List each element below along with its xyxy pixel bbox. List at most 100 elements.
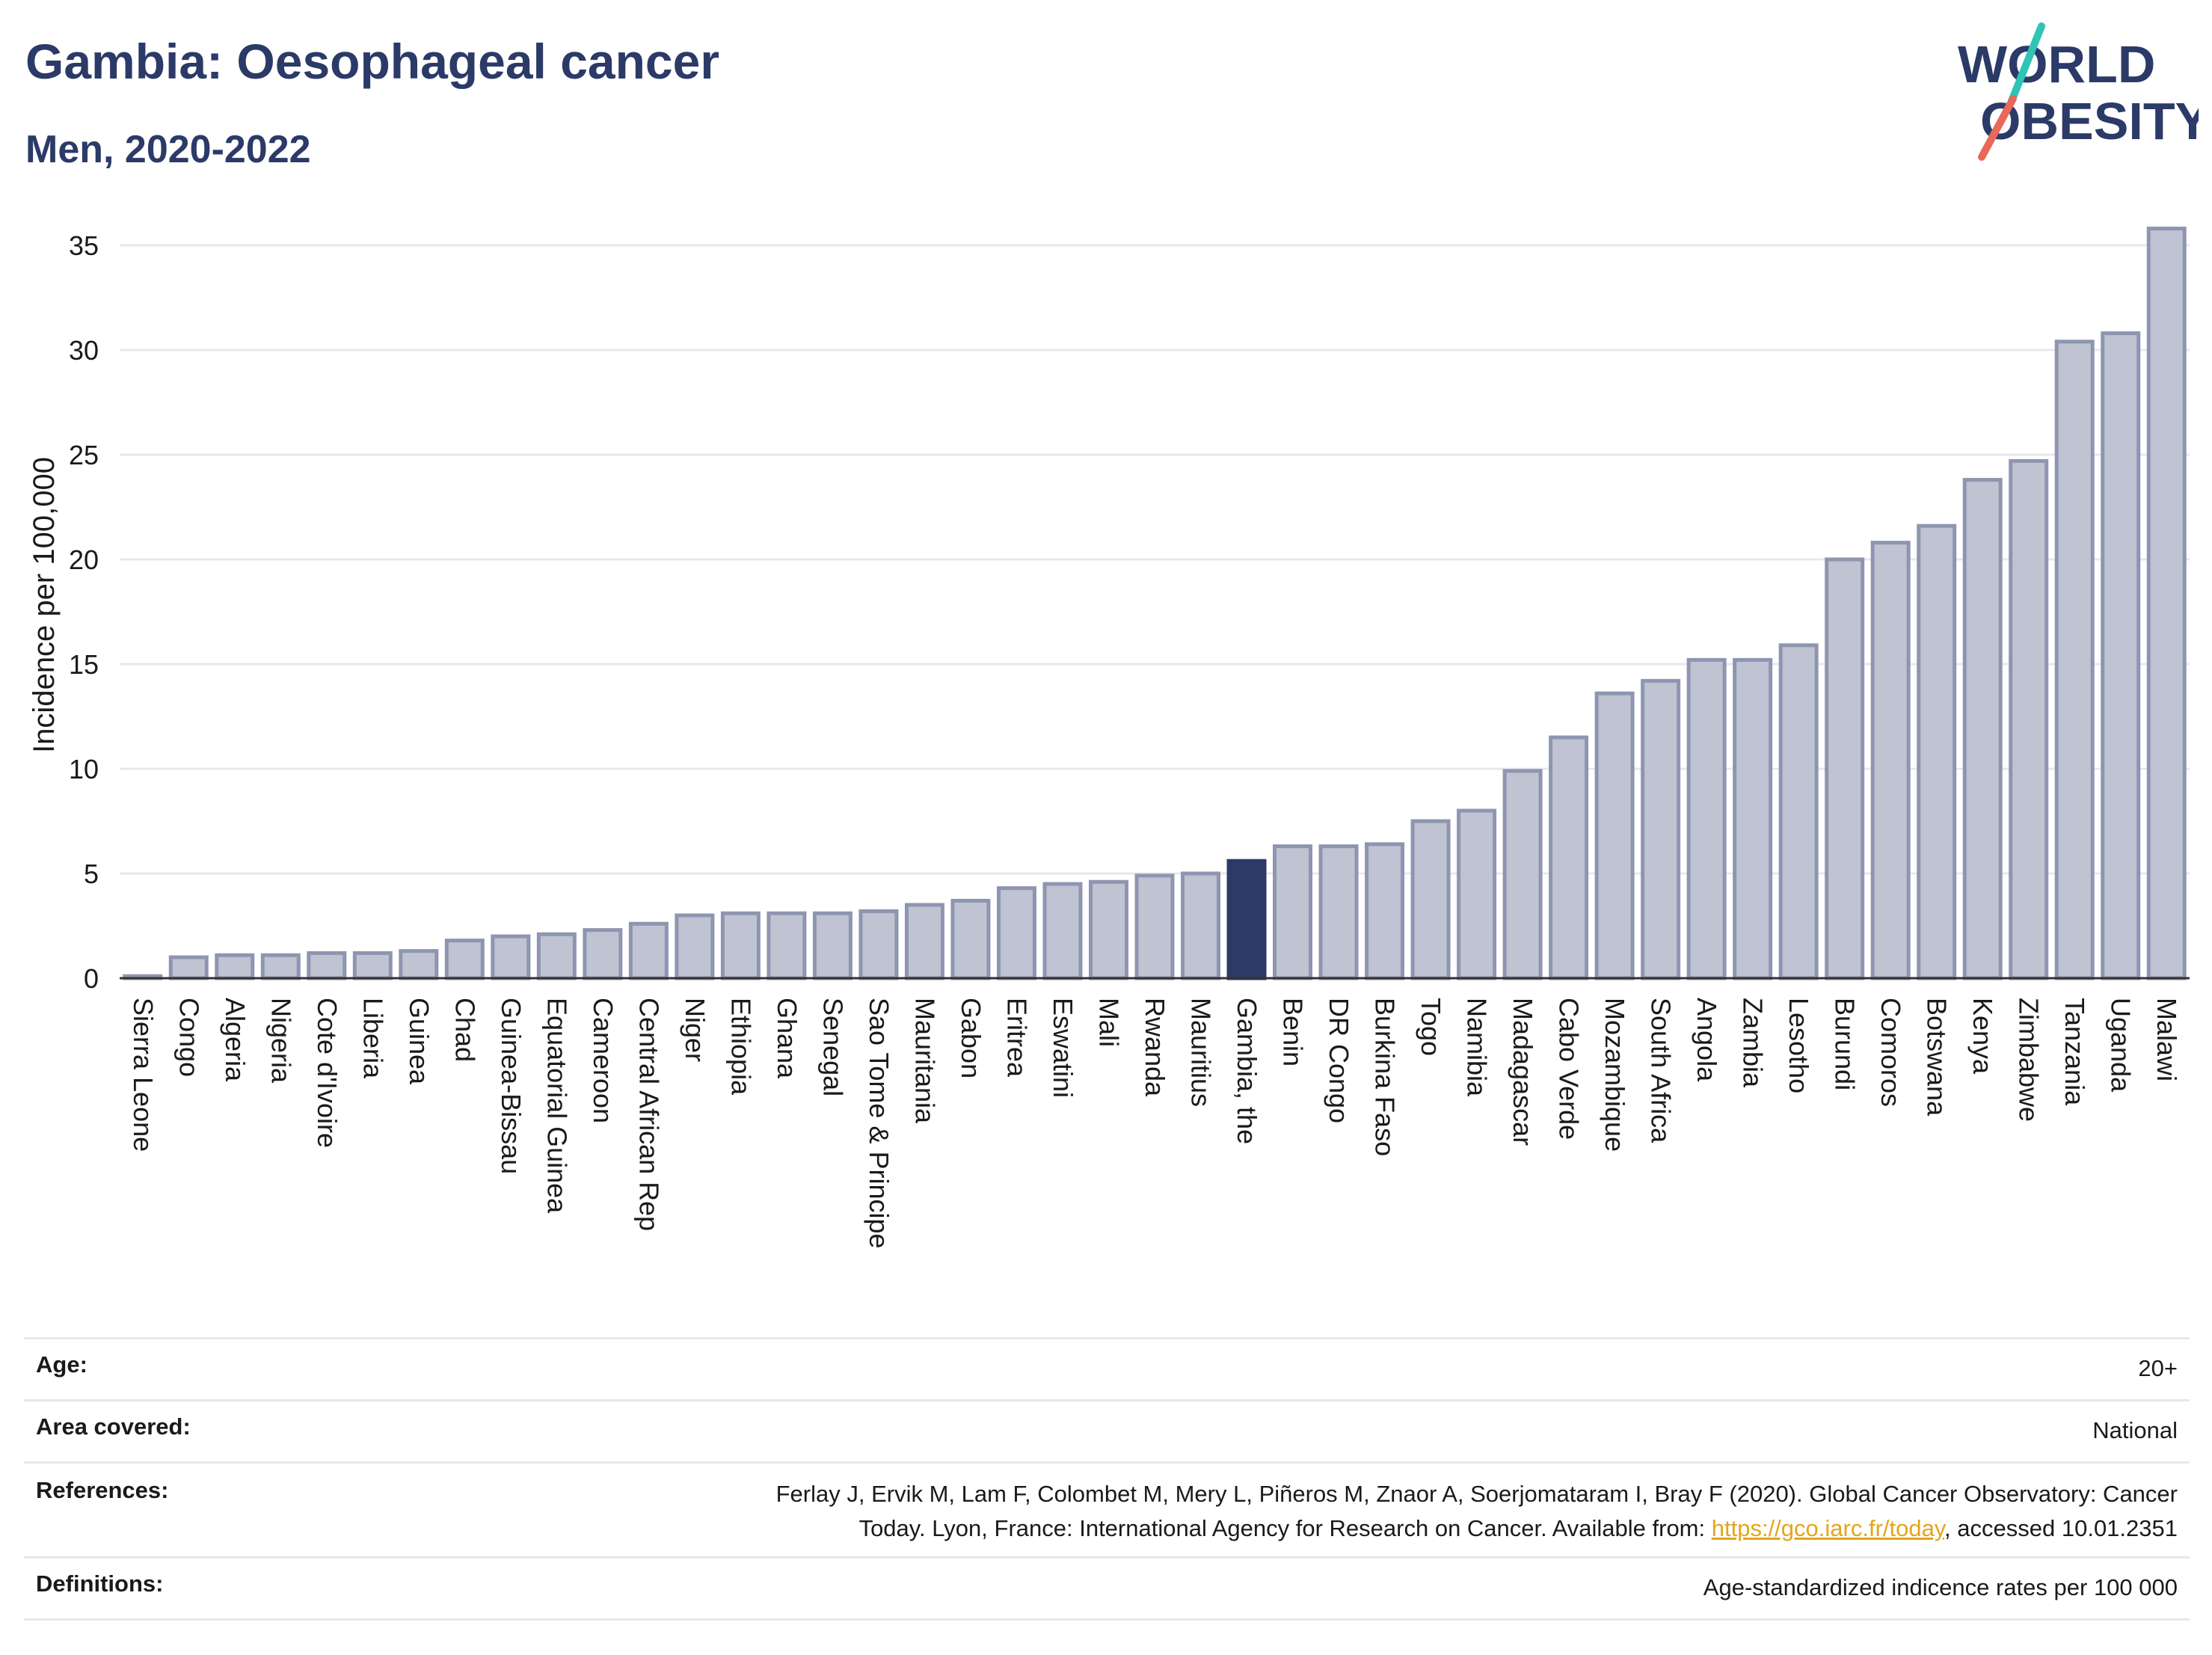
bar [766, 911, 807, 980]
bar [858, 909, 899, 980]
bar [168, 955, 209, 980]
bar [1457, 808, 1497, 980]
x-tick-label: Nigeria [265, 998, 296, 1084]
y-tick-label: 35 [69, 230, 99, 261]
bar [2101, 331, 2141, 980]
x-tick-label: Malawi [2151, 998, 2182, 1081]
x-tick-label: Tanzania [2059, 998, 2090, 1106]
x-tick-label: South Africa [1646, 998, 1677, 1143]
x-tick-label: Congo [173, 998, 204, 1077]
y-tick-label: 5 [84, 859, 99, 889]
x-tick-label: Namibia [1462, 998, 1493, 1097]
meta-row-age: Age: 20+ [24, 1337, 2190, 1399]
meta-row-definitions: Definitions: Age-standardized indicence … [24, 1556, 2190, 1621]
bar-chart: 0 5 10 15 20 25 30 35 Sierra Leone Congo Algeria N… [28, 227, 2190, 1249]
bar [628, 921, 669, 980]
bar [260, 953, 301, 980]
bar [904, 903, 944, 980]
bar [812, 911, 852, 980]
x-tick-label: Mauritius [1186, 998, 1217, 1107]
x-tick-label: Togo [1416, 998, 1446, 1056]
bar [399, 949, 439, 980]
bar [1502, 769, 1543, 980]
y-tick-label: 25 [69, 440, 99, 470]
x-tick-label: Botswana [1922, 998, 1953, 1117]
x-tick-label: Mauritania [909, 998, 940, 1124]
x-tick-label: Sierra Leone [128, 998, 159, 1152]
x-tick-label: Algeria [220, 998, 251, 1082]
bar [1410, 819, 1451, 980]
meta-label-definitions: Definitions: [36, 1570, 164, 1597]
y-axis-ticks: 0 5 10 15 20 25 30 35 [69, 230, 99, 994]
bar-highlighted [1226, 859, 1267, 980]
x-tick-label: Central African Rep [633, 998, 664, 1231]
x-tick-label: Comoros [1875, 998, 1906, 1107]
x-tick-label: Cote d'Ivoire [312, 998, 342, 1148]
x-tick-label: Senegal [817, 998, 848, 1096]
metadata-table: Age: 20+ Area covered: National Referenc… [24, 1337, 2190, 1621]
x-tick-label: DR Congo [1324, 998, 1354, 1123]
page-subtitle: Men, 2020-2022 [25, 128, 311, 171]
bar [1594, 691, 1635, 980]
bar [352, 951, 393, 980]
y-tick-label: 30 [69, 335, 99, 366]
meta-row-references: References: Ferlay J, Ervik M, Lam F, Co… [24, 1461, 2190, 1556]
x-tick-label: Guinea-Bissau [496, 998, 526, 1174]
x-tick-label: Mozambique [1600, 998, 1630, 1152]
bar [2146, 227, 2187, 980]
bar [491, 934, 531, 980]
x-tick-label: Zambia [1738, 998, 1769, 1088]
bar [1365, 842, 1405, 980]
bar [215, 953, 255, 980]
bar [1641, 678, 1681, 980]
bar [1134, 873, 1175, 980]
bar [1733, 657, 1773, 980]
x-tick-label: Chad [449, 998, 480, 1062]
bar [1273, 844, 1313, 980]
meta-value-age: 20+ [2138, 1355, 2178, 1381]
bar [1917, 523, 1957, 980]
x-tick-label: Cabo Verde [1554, 998, 1585, 1140]
logo-slash-bottom [1978, 95, 2017, 161]
x-tick-label: Burkina Faso [1370, 998, 1401, 1156]
page-title: Gambia: Oesophageal cancer [25, 34, 720, 89]
bar [2009, 458, 2049, 980]
bar [720, 911, 761, 980]
bar [1549, 735, 1589, 980]
reference-line-2: Today. Lyon, France: International Agenc… [776, 1511, 2178, 1546]
x-tick-label: Ethiopia [725, 998, 756, 1096]
bar [1962, 478, 2003, 980]
x-tick-label: Gabon [956, 998, 986, 1078]
meta-value-definitions: Age-standardized indicence rates per 100… [1703, 1574, 2178, 1600]
x-tick-label: Benin [1278, 998, 1309, 1066]
x-axis-labels: Sierra Leone Congo Algeria Nigeria Cote d'Iv… [128, 998, 2182, 1249]
x-tick-label: Ghana [772, 998, 802, 1079]
logo-word-world: WORLD [1958, 35, 2155, 93]
x-tick-label: Burundi [1830, 998, 1861, 1090]
x-tick-label: Eritrea [1001, 998, 1032, 1078]
reference-link[interactable]: https://gco.iarc.fr/today [1711, 1515, 1945, 1541]
bar [1686, 657, 1727, 980]
meta-row-area: Area covered: National [24, 1399, 2190, 1461]
x-tick-label: Niger [680, 998, 710, 1062]
x-tick-label: Guinea [404, 998, 434, 1085]
meta-label-references: References: [36, 1477, 169, 1503]
x-tick-label: Mali [1093, 998, 1124, 1047]
bar [1825, 557, 1865, 980]
x-tick-label: Madagascar [1508, 998, 1538, 1146]
x-tick-label: Cameroon [588, 998, 618, 1123]
x-tick-label: Liberia [357, 998, 388, 1079]
x-tick-label: Sao Tome & Principe [864, 998, 894, 1249]
logo-word-obesity: OBESITY [1980, 92, 2199, 150]
x-tick-label: Equatorial Guinea [541, 998, 572, 1214]
meta-value-area: National [2092, 1417, 2178, 1443]
bar [583, 928, 623, 980]
y-tick-label: 0 [84, 963, 99, 994]
y-tick-label: 10 [69, 754, 99, 784]
x-tick-label: Lesotho [1784, 998, 1814, 1093]
y-tick-label: 15 [69, 649, 99, 680]
bar [444, 939, 485, 980]
x-tick-label: Kenya [1967, 998, 1998, 1075]
bar [1042, 882, 1083, 980]
bar [675, 913, 715, 980]
